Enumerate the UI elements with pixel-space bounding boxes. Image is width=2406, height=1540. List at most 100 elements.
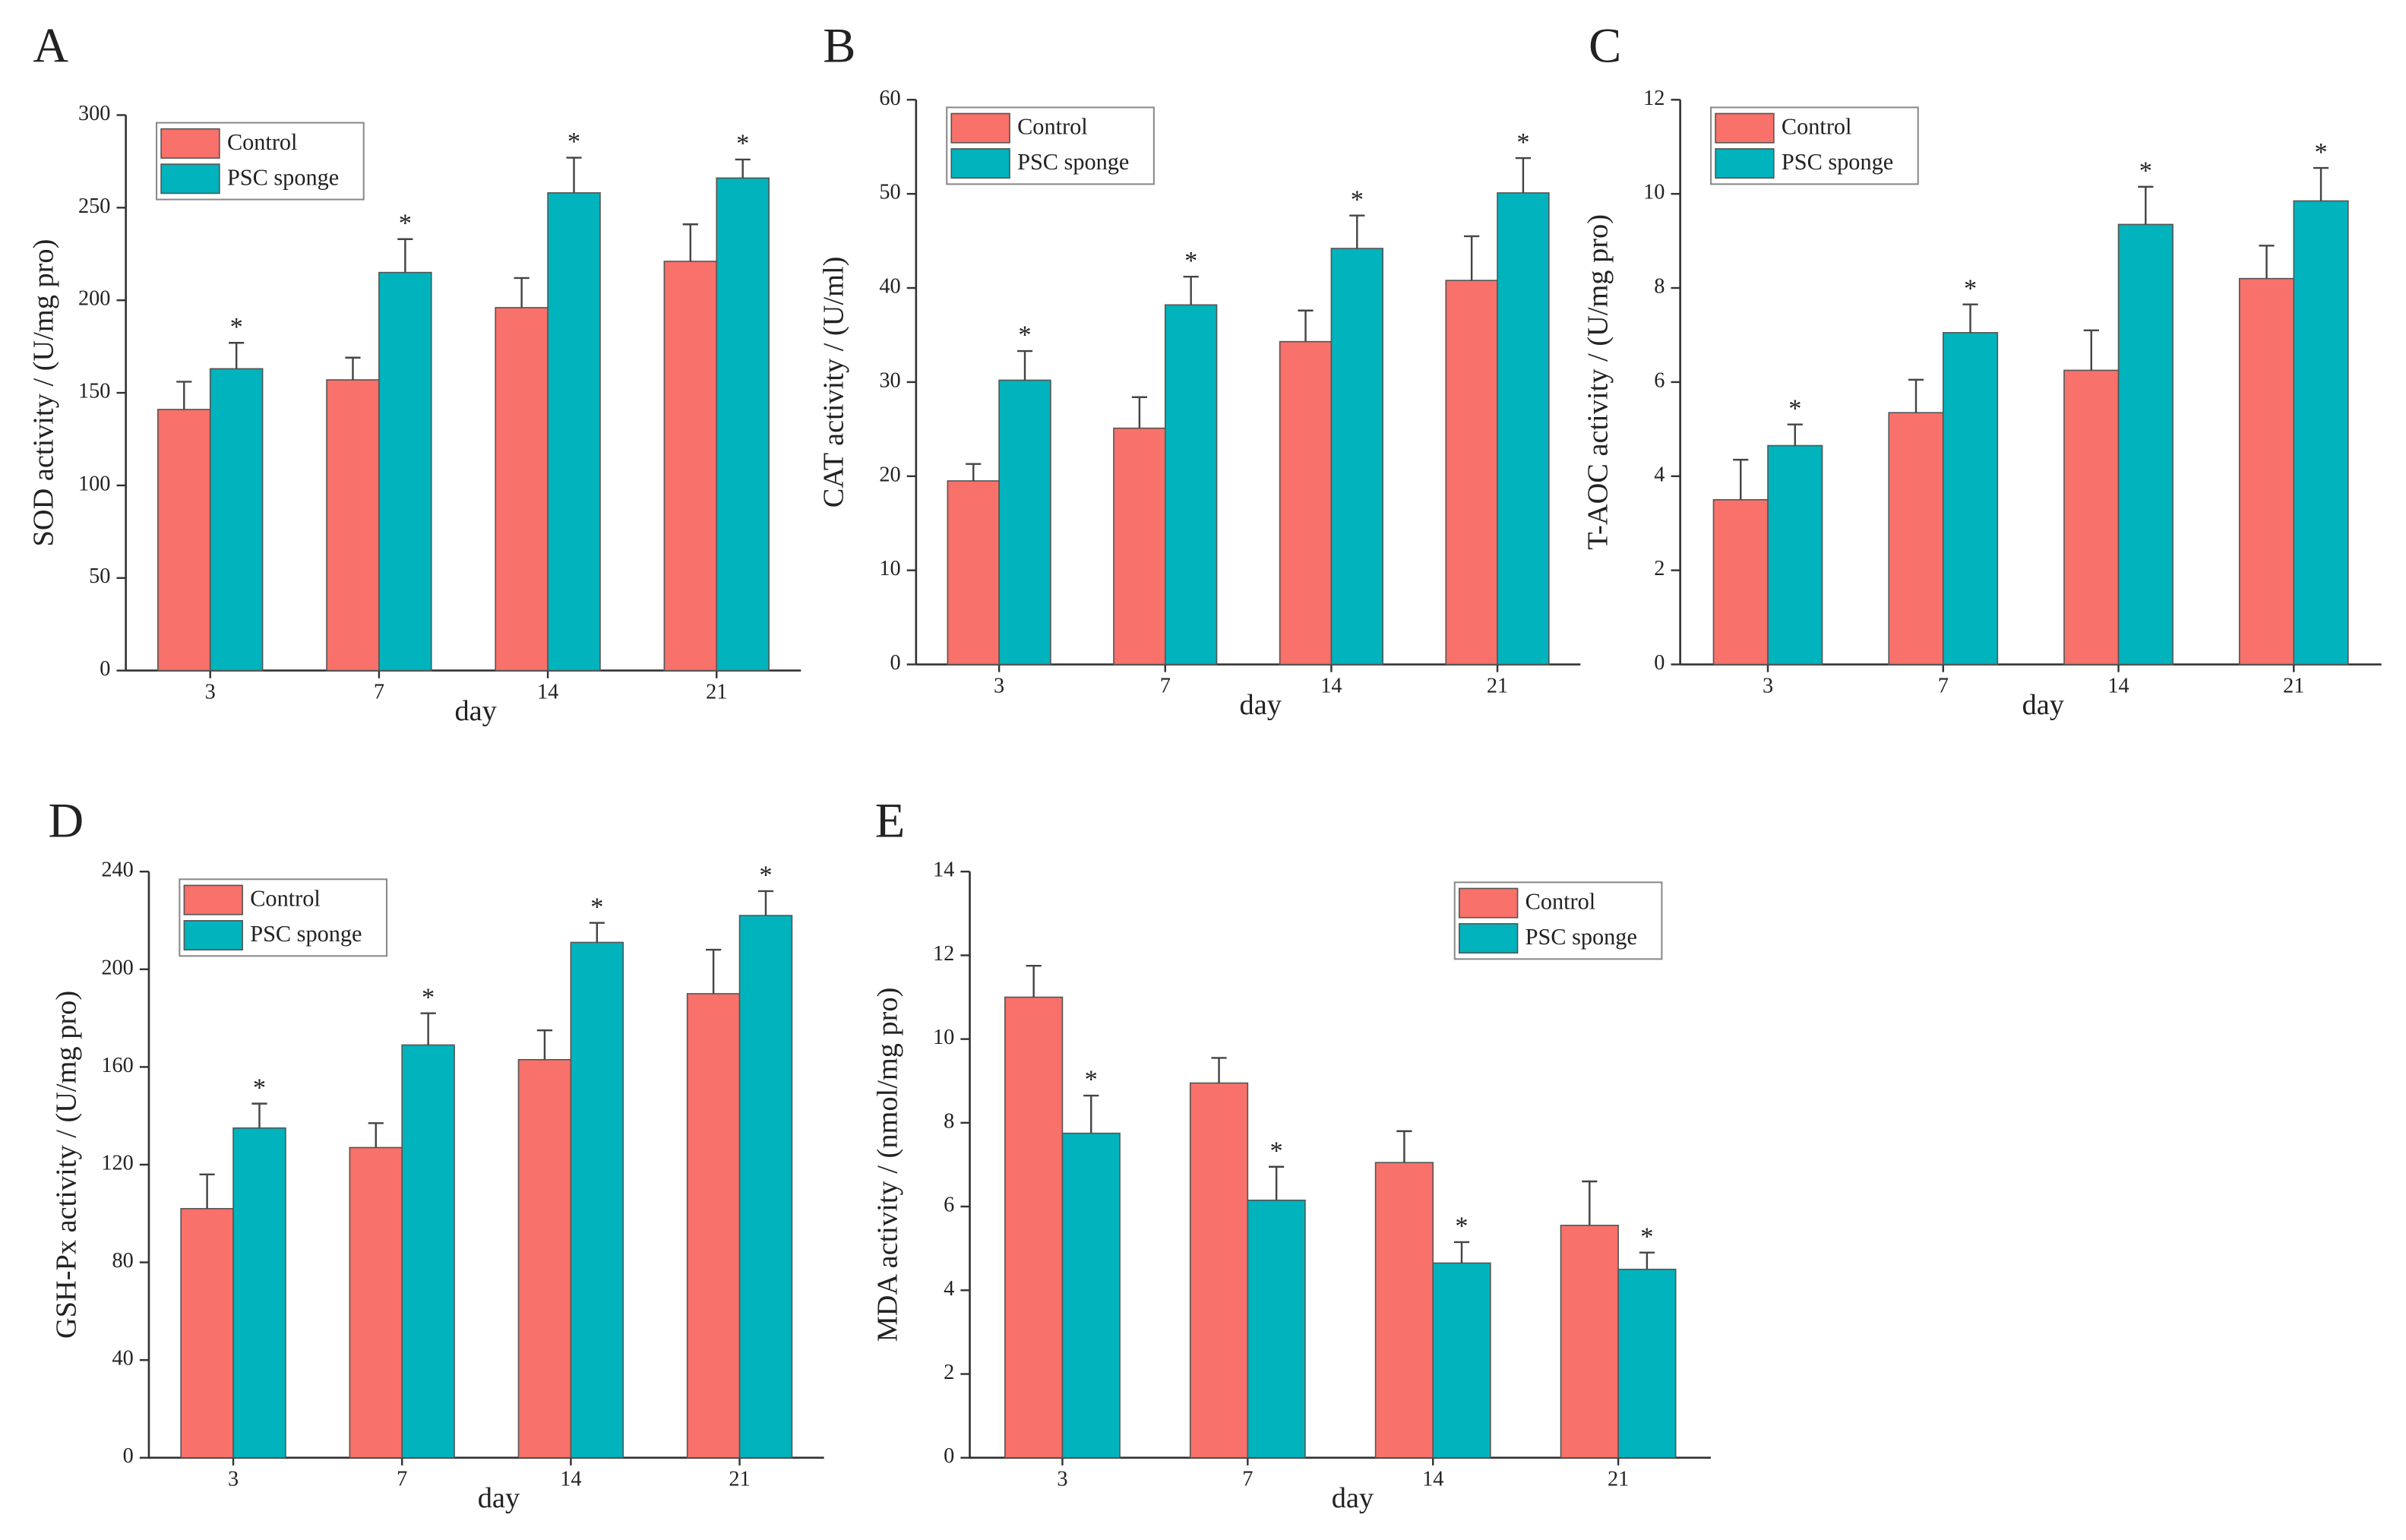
bar [401, 1044, 455, 1459]
y-tick-label: 10 [1643, 181, 1665, 204]
y-tick-label: 40 [112, 1347, 133, 1371]
bar [947, 480, 1000, 666]
significance-mark: * [1455, 1212, 1468, 1241]
legend-swatch [160, 163, 220, 194]
bar [686, 993, 741, 1459]
bar [1374, 1162, 1434, 1459]
bar [1189, 1082, 1249, 1459]
bar [1279, 340, 1333, 666]
error-bar [345, 356, 361, 380]
x-tick-label: 14 [560, 1468, 581, 1491]
bar [663, 261, 718, 672]
error-bar [735, 158, 751, 179]
x-tick-label: 3 [228, 1468, 239, 1491]
error-bar [1733, 458, 1749, 500]
x-tick-label: 14 [1422, 1468, 1443, 1491]
legend-label: Control [1525, 889, 1596, 915]
bar [517, 1058, 572, 1459]
bar [326, 379, 380, 672]
legend-label: PSC sponge [1525, 924, 1637, 950]
significance-mark: * [230, 312, 243, 341]
y-tick-label: 80 [112, 1249, 133, 1273]
y-tick-label: 50 [879, 181, 900, 204]
error-bar [706, 948, 722, 994]
y-tick-label: 2 [944, 1361, 954, 1384]
x-tick-label: 21 [706, 680, 727, 704]
error-bar [1582, 1180, 1598, 1225]
y-tick-label: 10 [879, 557, 900, 580]
y-tick-label: 160 [101, 1054, 133, 1077]
bar [1560, 1225, 1619, 1459]
y-tick-label: 0 [890, 651, 900, 675]
significance-mark: * [2314, 138, 2327, 166]
bar [738, 915, 793, 1459]
error-bar [199, 1173, 215, 1209]
legend-swatch [160, 128, 220, 159]
y-tick-label: 100 [78, 472, 110, 495]
bar [2063, 369, 2120, 666]
y-tick-label: 2 [1654, 557, 1665, 580]
error-bar [1026, 964, 1042, 998]
error-bar [1515, 157, 1532, 193]
panel-label: A [33, 17, 68, 72]
y-tick-label: 40 [879, 275, 900, 299]
y-axis-label: T-AOC activity / (U/mg pro) [1582, 214, 1614, 550]
significance-mark: * [759, 861, 772, 890]
y-tick-label: 50 [89, 564, 110, 588]
legend-swatch [950, 112, 1010, 144]
legend-swatch [1458, 887, 1519, 919]
bar [1004, 996, 1064, 1459]
panel-label: B [823, 17, 855, 72]
y-tick-label: 8 [944, 1109, 954, 1133]
x-tick-label: 14 [1320, 674, 1342, 697]
legend-swatch [183, 920, 243, 951]
error-bar [1349, 214, 1365, 249]
bar [2238, 277, 2295, 666]
chart-panel: E 0 2 4 6 8 10 12 14 MDA activity / (nmol/mg pro)… [871, 792, 1712, 1514]
y-tick-label: 0 [944, 1444, 954, 1468]
significance-mark: * [399, 208, 412, 237]
chart-panel: A 0 50 100 150 200 250 300 SOD activity / (U/mg … [27, 17, 801, 727]
x-tick-label: 21 [2283, 674, 2304, 697]
significance-mark: * [2139, 157, 2152, 185]
x-axis-label: day [1332, 1482, 1374, 1514]
legend-swatch [1715, 148, 1775, 179]
bar [716, 177, 770, 672]
significance-mark: * [1351, 185, 1364, 213]
error-bar [682, 223, 698, 262]
x-tick-label: 3 [994, 674, 1004, 697]
error-bar [1962, 303, 1978, 333]
error-bar [1396, 1130, 1412, 1163]
bar [547, 192, 601, 672]
bar [2117, 223, 2174, 666]
legend-label: PSC sponge [227, 164, 339, 190]
bar [349, 1146, 403, 1459]
x-tick-label: 14 [537, 680, 558, 704]
bar [1164, 304, 1218, 666]
error-bar [589, 922, 605, 943]
legend-swatch [1715, 112, 1775, 144]
significance-mark: * [422, 982, 435, 1011]
y-tick-label: 10 [933, 1026, 954, 1049]
significance-mark: * [1085, 1065, 1098, 1094]
y-tick-label: 0 [1654, 651, 1665, 675]
y-tick-label: 200 [101, 956, 133, 979]
x-tick-label: 3 [205, 680, 216, 704]
error-bar [1787, 423, 1803, 446]
error-bar [1211, 1057, 1227, 1083]
significance-mark: * [568, 127, 580, 156]
x-axis-label: day [2022, 689, 2065, 721]
bar [570, 941, 624, 1459]
y-tick-label: 4 [1654, 463, 1665, 486]
legend-label: PSC sponge [1782, 149, 1893, 175]
error-bar [2138, 185, 2154, 225]
error-bar [514, 277, 530, 308]
significance-mark: * [1788, 394, 1801, 422]
bar [378, 271, 432, 672]
error-bar [1016, 349, 1033, 381]
x-tick-label: 21 [1487, 674, 1508, 697]
bar [1432, 1262, 1491, 1459]
x-axis-label: day [478, 1482, 520, 1514]
